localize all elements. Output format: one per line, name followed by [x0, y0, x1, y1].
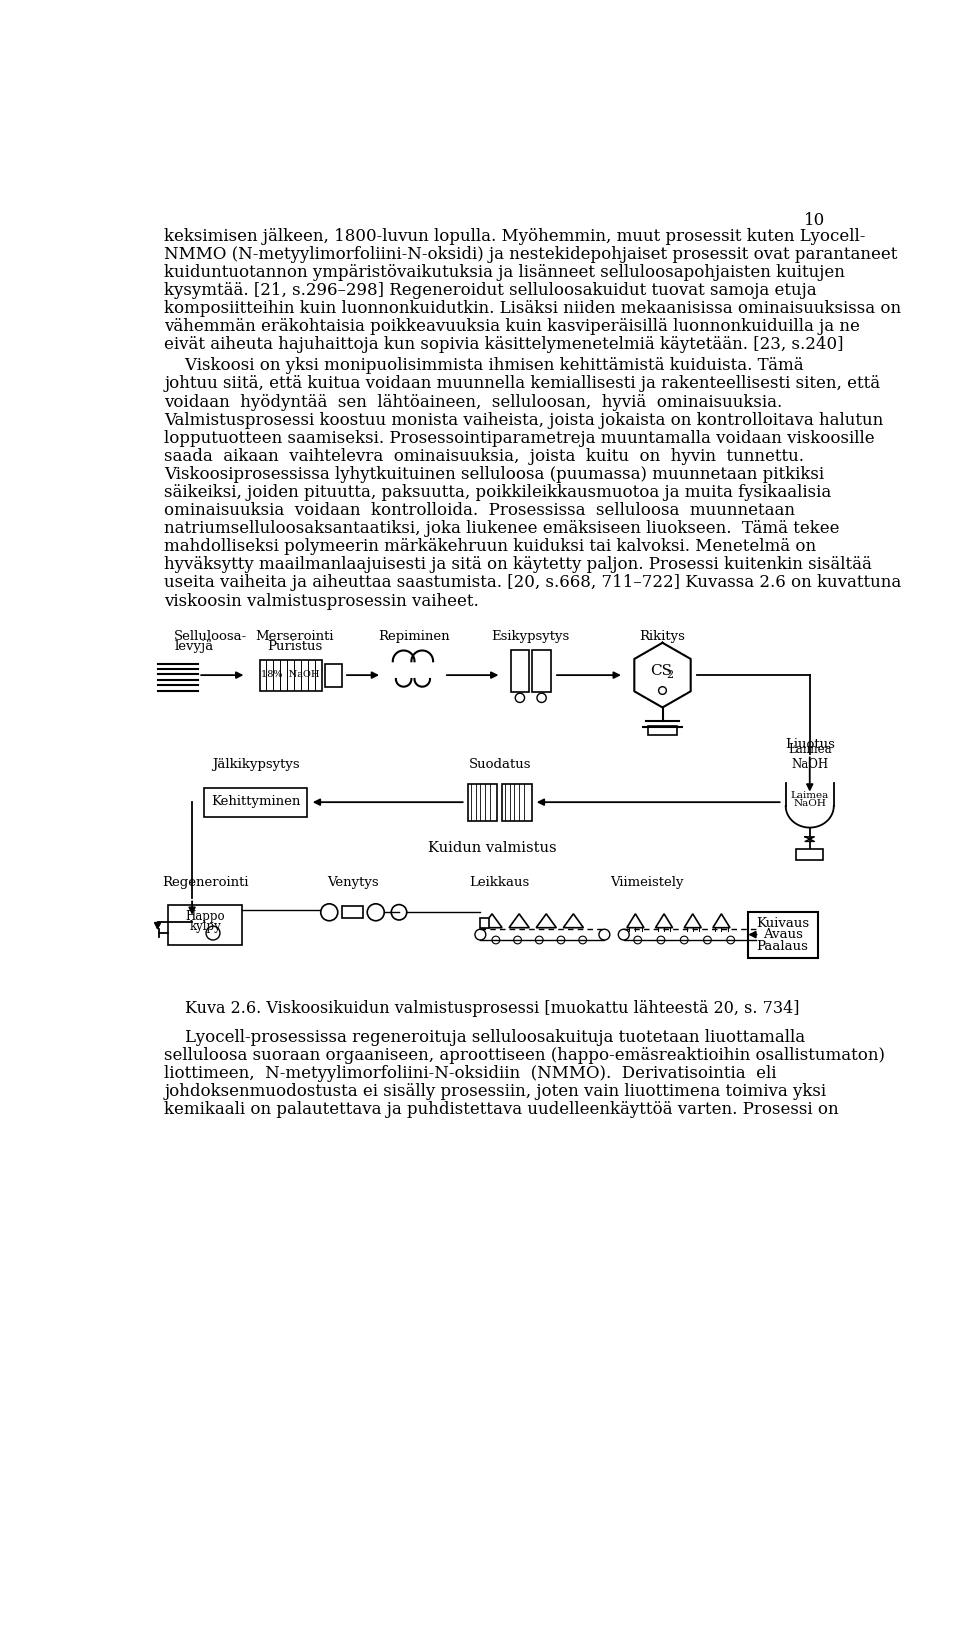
- Text: saada  aikaan  vaihtelevra  ominaisuuksia,  joista  kuitu  on  hyvin  tunnettu.: saada aikaan vaihtelevra ominaisuuksia, …: [164, 447, 804, 464]
- Text: Rikitys: Rikitys: [639, 629, 685, 642]
- Text: Kuivaus: Kuivaus: [756, 916, 809, 929]
- Text: selluloosa suoraan orgaaniseen, aproottiseen (happo-emäsreaktioihin osallistumat: selluloosa suoraan orgaaniseen, aprootti…: [164, 1046, 885, 1064]
- Text: Kehittyminen: Kehittyminen: [211, 795, 300, 808]
- Bar: [532, 651, 551, 693]
- Text: Viskoosi on yksi monipuolisimmista ihmisen kehittämistä kuiduista. Tämä: Viskoosi on yksi monipuolisimmista ihmis…: [164, 357, 804, 374]
- Text: CS: CS: [650, 664, 672, 677]
- Text: Suodatus: Suodatus: [468, 757, 531, 770]
- Bar: [648, 726, 677, 736]
- Text: 18%  NaOH: 18% NaOH: [261, 670, 320, 679]
- Text: Viskoosiprosessissa lyhytkuituinen selluloosa (puumassa) muunnetaan pitkiksi: Viskoosiprosessissa lyhytkuituinen sellu…: [164, 465, 825, 482]
- Bar: [168, 906, 242, 946]
- Text: Regenerointi: Regenerointi: [162, 875, 249, 888]
- Text: liottimeen,  N-metyylimorfoliini-N-oksidiin  (NMMO).  Derivatisointia  eli: liottimeen, N-metyylimorfoliini-N-oksidi…: [164, 1064, 777, 1082]
- Text: Happo: Happo: [185, 910, 225, 923]
- Text: Leikkaus: Leikkaus: [469, 875, 530, 888]
- Text: Laimea: Laimea: [791, 790, 828, 800]
- Text: Merserointi: Merserointi: [255, 629, 334, 642]
- Text: säikeiksi, joiden pituutta, paksuutta, poikkileikkausmuotoa ja muita fysikaalisi: säikeiksi, joiden pituutta, paksuutta, p…: [164, 484, 831, 500]
- Bar: [468, 783, 497, 821]
- Text: Puristus: Puristus: [267, 639, 322, 652]
- Text: Viimeistely: Viimeistely: [611, 875, 684, 888]
- Bar: [259, 661, 322, 692]
- Bar: [324, 664, 342, 687]
- Text: johtuu siitä, että kuitua voidaan muunnella kemiallisesti ja rakenteellisesti si: johtuu siitä, että kuitua voidaan muunne…: [164, 375, 880, 392]
- Text: levyjä: levyjä: [175, 639, 213, 652]
- Text: komposiitteihin kuin luonnonkuidutkin. Lisäksi niiden mekaanisissa ominaisuuksis: komposiitteihin kuin luonnonkuidutkin. L…: [164, 300, 901, 316]
- Text: natriumselluloosaksantaatiksi, joka liukenee emäksiseen liuokseen.  Tämä tekee: natriumselluloosaksantaatiksi, joka liuk…: [164, 520, 840, 538]
- Text: keksimisen jälkeen, 1800-luvun lopulla. Myöhemmin, muut prosessit kuten Lyocell-: keksimisen jälkeen, 1800-luvun lopulla. …: [164, 228, 866, 244]
- Bar: [748, 911, 818, 959]
- Bar: [204, 788, 307, 818]
- Text: Repiminen: Repiminen: [378, 629, 450, 642]
- Text: kemikaali on palautettava ja puhdistettava uudelleenkäyttöä varten. Prosessi on: kemikaali on palautettava ja puhdistetta…: [164, 1100, 839, 1118]
- Text: kylpy: kylpy: [189, 919, 221, 933]
- Text: Lyocell-prosessissa regeneroituja selluloosakuituja tuotetaan liuottamalla: Lyocell-prosessissa regeneroituja sellul…: [164, 1028, 805, 1046]
- Text: Venytys: Venytys: [326, 875, 378, 888]
- Text: vähemmän eräkohtaisia poikkeavuuksia kuin kasviperäisillä luonnonkuiduilla ja ne: vähemmän eräkohtaisia poikkeavuuksia kui…: [164, 318, 860, 334]
- Bar: [796, 849, 824, 860]
- Text: Kuidun valmistus: Kuidun valmistus: [428, 841, 556, 854]
- Text: voidaan  hyödyntää  sen  lähtöaineen,  selluloosan,  hyviä  ominaisuuksia.: voidaan hyödyntää sen lähtöaineen, sellu…: [164, 393, 782, 410]
- Bar: [342, 906, 363, 919]
- Text: lopputuotteen saamiseksi. Prosessointiparametreja muuntamalla voidaan viskoosill: lopputuotteen saamiseksi. Prosessointipa…: [164, 429, 875, 446]
- Text: Avaus: Avaus: [762, 928, 803, 941]
- Text: kuiduntuotannon ympäristövaikutuksia ja lisänneet selluloosapohjaisten kuitujen: kuiduntuotannon ympäristövaikutuksia ja …: [164, 264, 845, 280]
- Text: Kuva 2.6. Viskoosikuidun valmistusprosessi [muokattu lähteestä 20, s. 734]: Kuva 2.6. Viskoosikuidun valmistusproses…: [184, 998, 800, 1016]
- Text: kysymtää. [21, s.296–298] Regeneroidut selluloosakuidut tuovat samoja etuja: kysymtää. [21, s.296–298] Regeneroidut s…: [164, 282, 817, 298]
- Text: 2: 2: [666, 670, 673, 680]
- Text: mahdolliseksi polymeerin märkäkehruun kuiduksi tai kalvoksi. Menetelmä on: mahdolliseksi polymeerin märkäkehruun ku…: [164, 538, 816, 556]
- Text: Esikypsytys: Esikypsytys: [492, 629, 570, 642]
- Bar: [480, 919, 489, 928]
- Text: useita vaiheita ja aiheuttaa saastumista. [20, s.668, 711–722] Kuvassa 2.6 on ku: useita vaiheita ja aiheuttaa saastumista…: [164, 574, 901, 592]
- Text: Paalaus: Paalaus: [756, 939, 808, 952]
- Text: ominaisuuksia  voidaan  kontrolloida.  Prosessissa  selluloosa  muunnetaan: ominaisuuksia voidaan kontrolloida. Pros…: [164, 502, 795, 520]
- Text: viskoosin valmistusprosessin vaiheet.: viskoosin valmistusprosessin vaiheet.: [164, 592, 479, 610]
- Text: Laimea
NaOH: Laimea NaOH: [788, 742, 831, 770]
- Text: NaOH: NaOH: [793, 798, 827, 806]
- Text: hyväksytty maailmanlaajuisesti ja sitä on käytetty paljon. Prosessi kuitenkin si: hyväksytty maailmanlaajuisesti ja sitä o…: [164, 556, 872, 574]
- Text: 10: 10: [804, 211, 826, 229]
- Text: NMMO (N-metyylimorfoliini-N-oksidi) ja nestekidepohjaiset prosessit ovat paranta: NMMO (N-metyylimorfoliini-N-oksidi) ja n…: [164, 246, 898, 262]
- Text: eivät aiheuta hajuhaittoja kun sopivia käsittelymenetelmiä käytetään. [23, s.240: eivät aiheuta hajuhaittoja kun sopivia k…: [164, 336, 844, 352]
- Text: johdoksenmuodostusta ei sisälly prosessiin, joten vain liuottimena toimiva yksi: johdoksenmuodostusta ei sisälly prosessi…: [164, 1082, 827, 1100]
- Text: Jälkikypsytys: Jälkikypsytys: [212, 757, 300, 770]
- Bar: [511, 651, 529, 693]
- Bar: [502, 783, 532, 821]
- Text: Valmistusprosessi koostuu monista vaiheista, joista jokaista on kontrolloitava h: Valmistusprosessi koostuu monista vaihei…: [164, 411, 883, 428]
- Text: Selluloosa-: Selluloosa-: [175, 629, 248, 642]
- Text: Liuotus: Liuotus: [785, 738, 834, 751]
